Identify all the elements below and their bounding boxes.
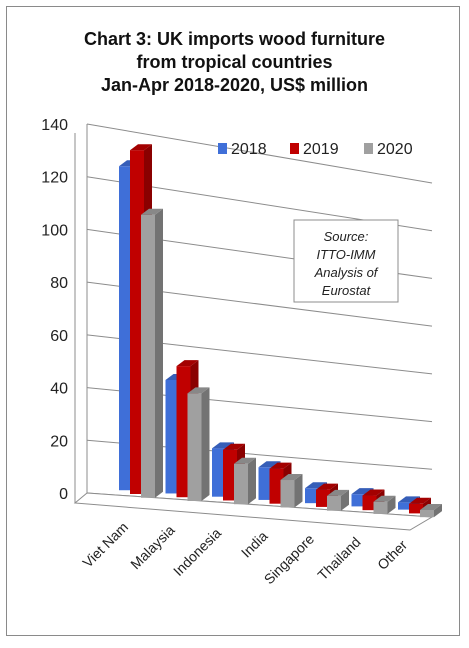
bar-2018 <box>165 379 180 494</box>
source-note: Source: ITTO-IMM Analysis of Eurostat <box>293 219 399 303</box>
bar-2019 <box>130 150 144 494</box>
x-category-label: Indonesia <box>170 525 224 579</box>
bar-2018 <box>351 494 366 507</box>
chart-title-line-1: Chart 3: UK imports wood furniture <box>84 29 385 49</box>
bar-2020 <box>373 501 388 514</box>
chart-frame <box>6 6 460 636</box>
legend-swatch-2018 <box>218 143 227 154</box>
bar-2018 <box>305 488 319 504</box>
bar-2020 <box>187 393 202 501</box>
y-tick-labels: 0 20 40 60 80 100 120 140 <box>41 117 68 503</box>
legend-label-2020: 2020 <box>377 141 413 158</box>
y-tick-label: 60 <box>50 328 68 345</box>
chart-title-line-2: from tropical countries <box>136 52 333 72</box>
bar-2019 <box>269 468 284 504</box>
x-category-label: Malaysia <box>127 522 178 573</box>
bar-side <box>387 495 396 514</box>
bar-2019 <box>316 489 330 507</box>
bar-top <box>305 482 327 489</box>
bar-top <box>141 208 163 215</box>
x-category-label: Other <box>374 537 410 573</box>
bar-side <box>155 208 163 498</box>
bar-2018 <box>258 467 273 500</box>
bar-top <box>280 474 303 481</box>
bar-2018 <box>212 448 226 497</box>
y-tick-label: 100 <box>41 222 68 239</box>
bar-side <box>341 489 349 511</box>
y-tick-label: 80 <box>50 275 68 292</box>
bars <box>119 144 442 518</box>
x-category-label: India <box>238 528 271 561</box>
floor <box>73 492 434 531</box>
x-category-label: Viet Nam <box>79 519 131 571</box>
bar-2018 <box>398 502 412 510</box>
bar-2018 <box>119 166 133 491</box>
bar-2020 <box>280 480 295 508</box>
bar-top <box>223 443 245 450</box>
x-category-label: Thailand <box>314 534 363 583</box>
bar-top <box>420 503 442 510</box>
bar-top <box>269 462 292 469</box>
bar-2019 <box>223 449 237 501</box>
bar-top <box>130 144 152 151</box>
y-tick-label: 140 <box>41 117 68 134</box>
bar-2020 <box>141 214 155 498</box>
bar-2020 <box>234 463 248 505</box>
source-line: Analysis of <box>314 265 379 280</box>
bar-top <box>351 488 374 495</box>
bar-top <box>362 489 385 496</box>
legend: 2018 2019 2020 <box>218 141 413 158</box>
legend-swatch-2019 <box>290 143 299 154</box>
chart-title: Chart 3: UK imports wood furniture from … <box>0 28 469 97</box>
bar-top <box>409 497 431 504</box>
bar-side <box>294 474 303 508</box>
source-box <box>293 219 399 303</box>
bar-top <box>373 495 396 502</box>
bar-top <box>212 442 234 449</box>
y-tick-label: 0 <box>59 486 68 503</box>
y-tick-label: 120 <box>41 170 68 187</box>
bar-top <box>234 457 256 464</box>
legend-label-2018: 2018 <box>231 141 267 158</box>
chart-title-line-3: Jan-Apr 2018-2020, US$ million <box>100 75 369 95</box>
bar-side <box>434 503 442 518</box>
bar-side <box>201 387 210 501</box>
bar-2019 <box>176 366 191 498</box>
bar-top <box>176 360 199 367</box>
bar-side <box>248 457 256 505</box>
bar-top <box>316 483 338 490</box>
source-line: ITTO-IMM <box>317 247 376 262</box>
gridline <box>86 123 433 184</box>
legend-swatch-2020 <box>364 143 373 154</box>
source-line: Eurostat <box>322 283 372 298</box>
legend-label-2019: 2019 <box>303 141 339 158</box>
y-tick-label: 20 <box>50 433 68 450</box>
bar-top <box>398 496 420 503</box>
bar-top <box>187 387 210 394</box>
bar-top <box>327 489 349 496</box>
bar-top <box>258 461 281 468</box>
bar-2020 <box>420 509 434 518</box>
bar-2019 <box>409 503 423 514</box>
source-line: Source: <box>324 229 369 244</box>
bar-2020 <box>327 495 341 511</box>
y-tick-label: 40 <box>50 381 68 398</box>
bar-2019 <box>362 495 377 511</box>
